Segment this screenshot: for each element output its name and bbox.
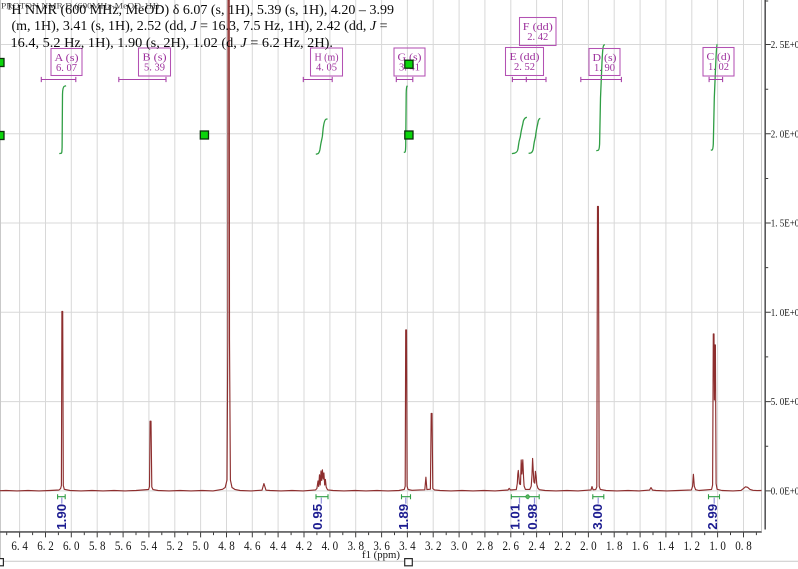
svg-text:2. 2: 2. 2 xyxy=(554,538,571,553)
svg-text:5. 0E+07: 5. 0E+07 xyxy=(771,397,798,408)
svg-text:0. 0E+00: 0. 0E+00 xyxy=(771,487,798,498)
svg-text:A (s): A (s) xyxy=(55,52,79,64)
svg-text:2. 0E+08: 2. 0E+08 xyxy=(771,129,798,140)
svg-text:0.98: 0.98 xyxy=(525,504,540,530)
svg-text:3. 6: 3. 6 xyxy=(373,538,390,553)
svg-text:6. 2: 6. 2 xyxy=(37,538,54,553)
svg-text:E (dd): E (dd) xyxy=(510,51,540,63)
svg-text:1. 0: 1. 0 xyxy=(709,538,726,553)
svg-text:4. 0: 4. 0 xyxy=(322,538,339,553)
svg-text:5. 2: 5. 2 xyxy=(167,538,184,553)
svg-text:3. 0: 3. 0 xyxy=(451,538,468,553)
svg-text:5. 6: 5. 6 xyxy=(115,538,132,553)
svg-text:(m, 1H), 3.41 (s, 1H), 2.52 (d: (m, 1H), 3.41 (s, 1H), 2.52 (dd, J = 16.… xyxy=(12,18,388,34)
svg-text:1H NMR (600 MHz, MeOD) δ 6.07: 1H NMR (600 MHz, MeOD) δ 6.07 (s, 1H), 5… xyxy=(7,2,394,18)
svg-text:C (d): C (d) xyxy=(707,51,731,63)
svg-text:4. 05: 4. 05 xyxy=(316,62,337,74)
svg-text:1. 02: 1. 02 xyxy=(708,61,729,73)
svg-text:G (s): G (s) xyxy=(398,51,422,63)
svg-text:B (s): B (s) xyxy=(143,51,167,63)
svg-text:1.90: 1.90 xyxy=(54,504,69,530)
svg-text:2.99: 2.99 xyxy=(705,504,720,530)
svg-text:3. 8: 3. 8 xyxy=(347,538,364,553)
svg-text:4. 8: 4. 8 xyxy=(218,538,235,553)
svg-text:1. 8: 1. 8 xyxy=(606,538,623,553)
svg-text:1.89: 1.89 xyxy=(396,504,411,530)
svg-text:f1 (ppm): f1 (ppm) xyxy=(362,550,401,561)
svg-text:3. 4: 3. 4 xyxy=(399,538,416,553)
svg-text:1. 5E+08: 1. 5E+08 xyxy=(771,219,798,230)
svg-text:6. 0: 6. 0 xyxy=(63,538,80,553)
svg-text:D (s): D (s) xyxy=(593,52,617,64)
svg-text:0. 8: 0. 8 xyxy=(735,538,752,553)
svg-text:4. 2: 4. 2 xyxy=(296,538,313,553)
svg-text:6. 07: 6. 07 xyxy=(56,62,77,74)
svg-text:1. 4: 1. 4 xyxy=(658,538,675,553)
svg-text:F (dd): F (dd) xyxy=(523,21,553,33)
svg-text:1. 2: 1. 2 xyxy=(684,538,701,553)
svg-text:1. 0E+08: 1. 0E+08 xyxy=(771,308,798,319)
svg-text:1. 90: 1. 90 xyxy=(594,62,615,74)
svg-text:2. 52: 2. 52 xyxy=(514,61,535,73)
svg-text:H (m): H (m) xyxy=(315,51,339,63)
svg-text:5. 4: 5. 4 xyxy=(141,538,158,553)
svg-text:2. 6: 2. 6 xyxy=(503,538,520,553)
svg-text:6. 4: 6. 4 xyxy=(11,538,28,553)
svg-text:3.00: 3.00 xyxy=(590,504,605,530)
svg-text:1.01: 1.01 xyxy=(507,504,522,530)
svg-text:4. 6: 4. 6 xyxy=(244,538,261,553)
svg-text:2. 42: 2. 42 xyxy=(527,31,548,43)
svg-text:5. 39: 5. 39 xyxy=(144,62,165,74)
svg-text:5. 8: 5. 8 xyxy=(89,538,106,553)
svg-text:2. 5E+08: 2. 5E+08 xyxy=(771,40,798,51)
svg-text:1. 6: 1. 6 xyxy=(632,538,649,553)
svg-text:5. 0: 5. 0 xyxy=(192,538,209,553)
svg-text:4. 4: 4. 4 xyxy=(270,538,287,553)
svg-text:PROTON NMR D (600MHz-MeOD-1H): PROTON NMR D (600MHz-MeOD-1H) xyxy=(1,2,159,11)
svg-text:2. 0: 2. 0 xyxy=(580,538,597,553)
svg-text:2. 4: 2. 4 xyxy=(528,538,545,553)
svg-text:16.4, 5.2 Hz, 1H), 1.90 (s, 2H: 16.4, 5.2 Hz, 1H), 1.90 (s, 2H), 1.02 (d… xyxy=(11,35,334,51)
svg-text:0.95: 0.95 xyxy=(310,504,325,530)
svg-text:3. 2: 3. 2 xyxy=(425,538,442,553)
svg-text:2. 8: 2. 8 xyxy=(477,538,494,553)
